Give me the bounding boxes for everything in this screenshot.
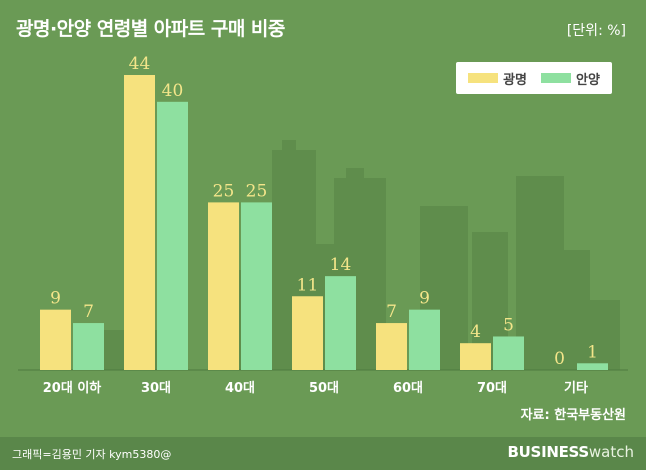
x-tick-label: 50대 (309, 381, 339, 396)
data-label: 25 (213, 181, 235, 201)
data-label: 11 (297, 275, 319, 295)
legend-label-anyang: 안양 (576, 72, 600, 88)
x-tick-label: 70대 (477, 381, 507, 396)
data-label: 5 (503, 315, 514, 335)
legend-swatch-anyang (541, 73, 571, 83)
bar-anyang (577, 363, 608, 370)
bar-anyang (493, 336, 524, 370)
bar-gwangmyeong (124, 75, 155, 370)
unit-label: [단위: %] (566, 23, 626, 39)
x-tick-label: 20대 이하 (43, 380, 102, 396)
data-label: 1 (587, 342, 598, 362)
source-note: 자료: 한국부동산원 (520, 408, 626, 423)
data-label: 7 (386, 302, 397, 322)
data-label: 0 (554, 349, 565, 369)
legend-label-gwangmyeong: 광명 (503, 72, 527, 88)
x-tick-label: 60대 (393, 381, 423, 396)
chart-title: 광명·안양 연령별 아파트 구매 비중 (16, 18, 285, 40)
data-label: 9 (50, 289, 61, 309)
data-label: 7 (83, 302, 94, 322)
footer-bar (0, 437, 646, 470)
bar-gwangmyeong (460, 343, 491, 370)
bar-anyang (325, 276, 356, 370)
legend-swatch-gwangmyeong (468, 73, 499, 83)
x-tick-label: 기타 (564, 380, 588, 396)
x-tick-label: 40대 (225, 381, 255, 396)
bar-gwangmyeong (376, 323, 407, 370)
data-label: 14 (330, 255, 352, 275)
bar-gwangmyeong (208, 202, 239, 370)
bar-anyang (157, 101, 188, 371)
bar-anyang (73, 323, 104, 370)
data-label: 40 (162, 81, 184, 101)
data-label: 25 (246, 181, 268, 201)
brand-logo-bold: BUSINESS (507, 443, 590, 461)
bar-anyang (241, 202, 272, 370)
x-tick-label: 30대 (141, 381, 171, 396)
data-label: 44 (129, 54, 151, 74)
legend-item-gwangmyeong: 광명 (468, 69, 527, 88)
legend-item-anyang: 안양 (541, 69, 600, 88)
data-label: 9 (419, 289, 430, 309)
bar-anyang (409, 309, 440, 370)
brand-logo: BUSINESSwatch (508, 443, 634, 461)
data-label: 4 (470, 322, 481, 342)
bar-gwangmyeong (40, 309, 71, 370)
graphic-credit: 그래픽=김용민 기자 kym5380@ (12, 448, 172, 461)
brand-logo-light: watch (588, 443, 634, 461)
bar-gwangmyeong (292, 296, 323, 370)
legend: 광명 안양 (456, 62, 612, 94)
